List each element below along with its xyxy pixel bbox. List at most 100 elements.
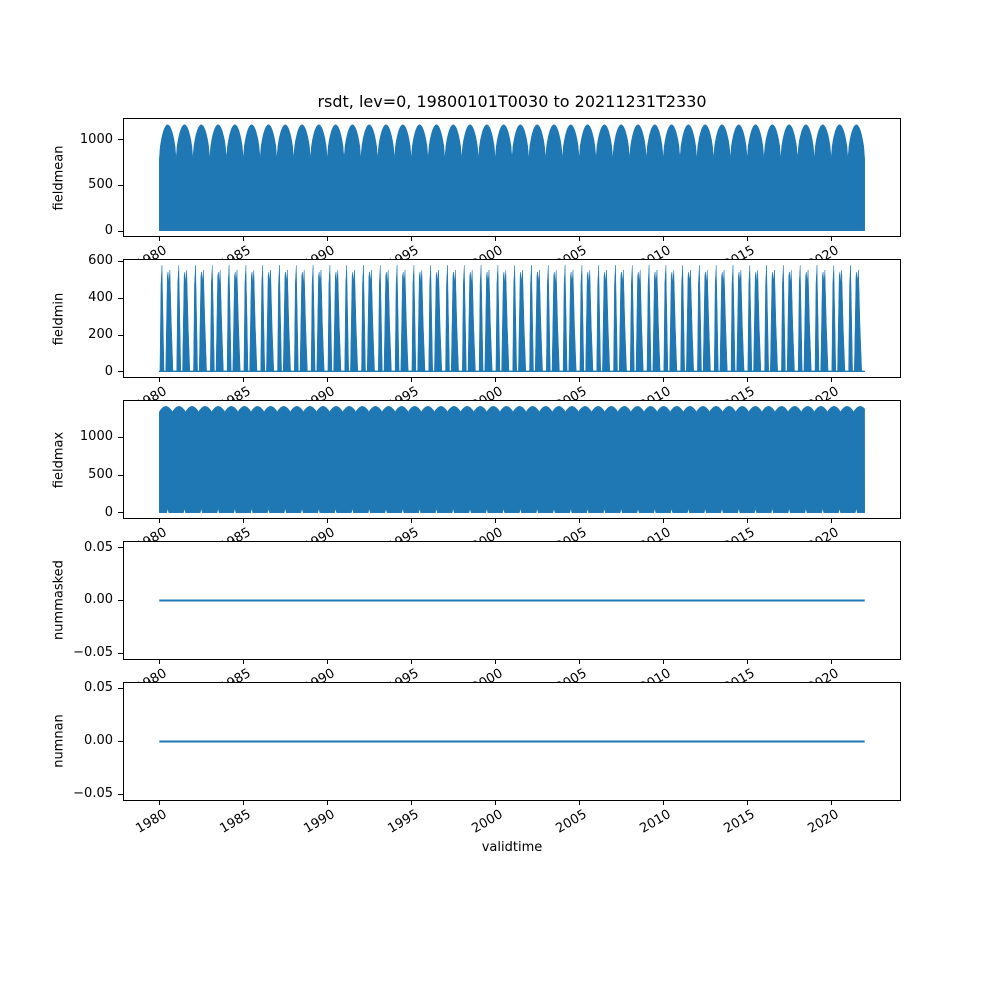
x-tick-label: 1990 (301, 807, 338, 837)
x-tick-label: 2015 (721, 243, 758, 260)
x-tick-label: 2020 (805, 525, 842, 542)
x-tick-mark (747, 237, 749, 242)
x-tick-mark (159, 660, 161, 665)
y-tick-mark (118, 371, 123, 373)
y-tick-mark (118, 547, 123, 549)
x-tick-labels-clipped: 1980 1985 1990 1995 2000 2005 2010 2015 2020 (0, 524, 1000, 541)
x-tick-labels: 1980 1985 1990 1995 2000 2005 2010 2015 2020 (0, 806, 1000, 840)
y-tick-mark (118, 260, 123, 262)
series-fieldmin (159, 265, 865, 372)
plot-canvas-fieldmean (159, 124, 865, 231)
x-tick-mark (663, 378, 665, 383)
x-tick-mark (579, 660, 581, 665)
x-tick-label: 2010 (637, 525, 674, 542)
x-tick-label: 2005 (553, 525, 590, 542)
x-tick-mark (411, 660, 413, 665)
x-tick-mark (495, 801, 497, 805)
x-tick-label: 1980 (133, 243, 170, 260)
x-tick-mark (831, 660, 833, 665)
x-tick-mark (495, 660, 497, 665)
x-tick-mark (327, 801, 329, 805)
x-tick-mark (663, 801, 665, 805)
x-tick-label: 2015 (721, 384, 758, 401)
x-tick-mark (411, 237, 413, 242)
y-tick-mark (118, 436, 123, 438)
x-tick-label: 2000 (469, 525, 506, 542)
y-tick-label: 500 (88, 177, 113, 193)
x-tick-label: 2000 (469, 807, 506, 837)
y-tick-mark (118, 139, 123, 141)
x-tick-label: 1995 (385, 666, 422, 683)
x-tick-mark (663, 519, 665, 524)
y-tick-label: −0.05 (73, 645, 113, 661)
x-tick-mark (747, 660, 749, 665)
x-tick-mark (243, 519, 245, 524)
x-tick-label: 2020 (805, 666, 842, 683)
plot-canvas-fieldmin (159, 265, 865, 372)
x-tick-label: 2015 (721, 666, 758, 683)
x-tick-mark (579, 801, 581, 805)
x-tick-labels-clipped: 1980 1985 1990 1995 2000 2005 2010 2015 2020 (0, 242, 1000, 259)
series-fieldmax (159, 405, 865, 513)
y-tick-mark (118, 652, 123, 654)
y-tick-label: 600 (88, 253, 113, 269)
x-tick-label: 1990 (301, 525, 338, 542)
y-tick-mark (118, 297, 123, 299)
x-tick-label: 1980 (133, 525, 170, 542)
y-tick-mark (118, 793, 123, 795)
x-tick-mark (831, 801, 833, 805)
x-tick-mark (495, 519, 497, 524)
y-tick-label: 0 (104, 504, 113, 520)
x-tick-mark (747, 801, 749, 805)
y-tick-label: 500 (88, 467, 113, 483)
x-axis-label: validtime (481, 840, 543, 855)
x-tick-label: 2020 (805, 807, 842, 837)
x-tick-mark (831, 237, 833, 242)
x-tick-mark (411, 519, 413, 524)
x-tick-label: 1995 (385, 807, 422, 837)
x-tick-label: 2000 (469, 666, 506, 683)
x-tick-mark (831, 378, 833, 383)
x-tick-label: 2020 (805, 384, 842, 401)
x-tick-mark (159, 378, 161, 383)
x-tick-label: 1985 (217, 243, 254, 260)
x-tick-label: 1980 (133, 666, 170, 683)
x-tick-label: 1980 (133, 384, 170, 401)
x-tick-mark (663, 660, 665, 665)
x-tick-label: 2005 (553, 807, 590, 837)
y-tick-label: −0.05 (73, 786, 113, 802)
x-tick-label: 2020 (805, 243, 842, 260)
x-tick-mark (159, 801, 161, 805)
x-tick-label: 2010 (637, 807, 674, 837)
y-tick-mark (118, 512, 123, 514)
x-tick-mark (243, 660, 245, 665)
figure-title: rsdt, lev=0, 19800101T0030 to 20211231T2… (317, 92, 707, 111)
x-tick-label: 2015 (721, 807, 758, 837)
x-tick-mark (495, 378, 497, 383)
x-tick-label: 2015 (721, 525, 758, 542)
x-tick-mark (495, 237, 497, 242)
x-tick-label: 1990 (301, 666, 338, 683)
subplot-nummasked (123, 540, 901, 661)
x-tick-mark (579, 519, 581, 524)
x-tick-label: 2005 (553, 666, 590, 683)
x-tick-label: 2000 (469, 384, 506, 401)
x-tick-mark (411, 378, 413, 383)
x-tick-label: 1985 (217, 384, 254, 401)
subplot-fieldmean (123, 118, 901, 238)
subplot-fieldmin (123, 258, 901, 379)
y-tick-label: 0 (104, 223, 113, 239)
subplot-fieldmax (123, 399, 901, 520)
y-tick-label: 200 (88, 327, 113, 343)
x-tick-mark (579, 237, 581, 242)
y-tick-mark (118, 740, 123, 742)
x-tick-label: 1980 (133, 807, 170, 837)
series-fieldmean (159, 124, 865, 231)
x-tick-label: 1995 (385, 384, 422, 401)
y-tick-label: 0.00 (84, 592, 113, 608)
x-tick-mark (159, 519, 161, 524)
x-tick-mark (411, 801, 413, 805)
y-tick-label: 1000 (79, 429, 113, 445)
x-tick-label: 2010 (637, 384, 674, 401)
x-tick-label: 1995 (385, 243, 422, 260)
